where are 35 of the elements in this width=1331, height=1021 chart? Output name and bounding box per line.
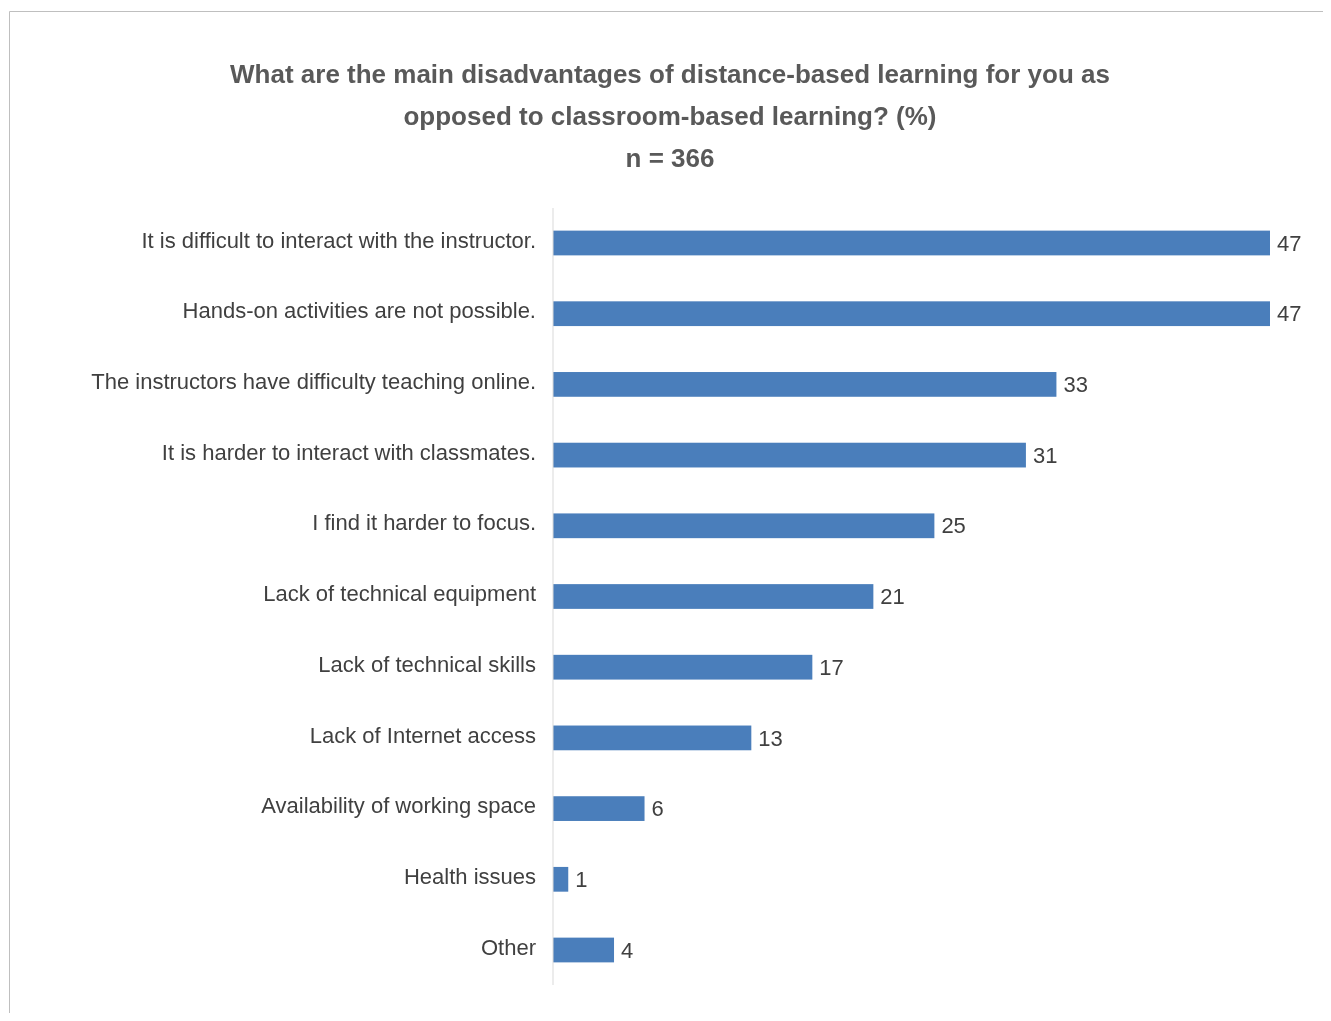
chart-title: What are the main disadvantages of distance-based learning for you as opposed to classroom-based learning? (%): [230, 59, 1110, 131]
bar: [553, 725, 752, 751]
y-tick-label: The instructors have difficulty teaching online.: [91, 369, 536, 395]
data-label: 13: [758, 725, 783, 751]
y-tick-label: Lack of technical equipment: [263, 581, 536, 607]
data-label: 25: [941, 513, 966, 539]
bar: [553, 301, 1270, 327]
bar: [553, 796, 645, 821]
y-tick-label: It is difficult to interact with the instructor.: [141, 227, 536, 253]
data-label: 17: [819, 654, 844, 680]
data-label: 33: [1063, 372, 1088, 398]
data-label: 6: [651, 796, 664, 822]
y-tick-label: Lack of technical skills: [318, 651, 536, 677]
bar: [553, 442, 1026, 468]
bar: [553, 654, 813, 680]
bar: [553, 584, 874, 609]
bar: [553, 230, 1270, 256]
bar: [553, 372, 1057, 397]
y-tick-label: Hands-on activities are not possible.: [182, 298, 536, 324]
bar: [553, 937, 615, 963]
data-label: 47: [1277, 301, 1302, 327]
y-tick-label: Other: [480, 934, 536, 960]
y-tick-label: It is harder to interact with classmates.: [161, 439, 536, 465]
y-tick-label: Availability of working space: [261, 793, 536, 819]
bar: [553, 513, 935, 539]
data-label: 47: [1277, 230, 1302, 256]
y-tick-label: I find it harder to focus.: [312, 510, 536, 536]
bar: [553, 866, 569, 892]
y-tick-label: Lack of Internet access: [309, 722, 536, 748]
chart-subtitle: n = 366: [625, 143, 715, 173]
data-label: 4: [621, 937, 634, 963]
data-label: 1: [575, 867, 588, 892]
data-label: 31: [1032, 442, 1058, 468]
y-tick-label: Health issues: [403, 864, 536, 889]
data-label: 21: [880, 584, 905, 610]
